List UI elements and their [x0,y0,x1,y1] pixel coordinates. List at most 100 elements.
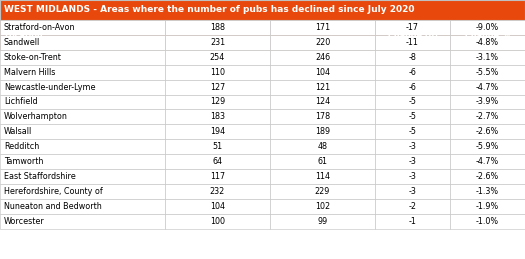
Bar [165,65,270,80]
Bar [375,95,450,109]
Bar [375,154,450,169]
Text: -9.0%: -9.0% [476,23,499,32]
Bar [375,169,450,184]
Bar [0,20,165,50]
Text: 178: 178 [315,112,330,121]
Text: 104: 104 [315,68,330,77]
Text: -4.7%: -4.7% [476,83,499,91]
Text: 64: 64 [213,157,223,166]
Bar [165,80,270,95]
Bar [450,80,525,95]
Text: Change %: Change % [465,31,510,40]
Text: 232: 232 [210,187,225,196]
Bar [375,65,450,80]
Text: 104: 104 [210,202,225,211]
Bar [450,50,525,65]
Text: Tamworth: Tamworth [4,157,44,166]
Text: -3: -3 [408,157,416,166]
Bar [165,184,270,199]
Text: 124: 124 [315,97,330,106]
Text: -1.3%: -1.3% [476,187,499,196]
Text: WEST MIDLANDS - Areas where the number of pubs has declined since July 2020: WEST MIDLANDS - Areas where the number o… [4,5,415,15]
Bar [270,35,375,50]
Text: Newcastle-under-Lyme: Newcastle-under-Lyme [4,83,96,91]
Bar [270,184,375,199]
Bar [0,199,165,214]
Text: 127: 127 [210,83,225,91]
Bar [450,154,525,169]
Bar [375,214,450,229]
Text: -8: -8 [408,53,416,62]
Text: 110: 110 [210,68,225,77]
Text: 220: 220 [315,38,330,47]
Bar [0,65,165,80]
Bar [165,199,270,214]
Text: Est number of pubs n
- July 2020: Est number of pubs n - July 2020 [169,25,266,45]
Text: 129: 129 [210,97,225,106]
Bar [0,50,165,65]
Text: 61: 61 [318,157,328,166]
Bar [0,80,165,95]
Bar [165,50,270,65]
Bar [0,20,165,35]
Bar [450,214,525,229]
Text: 100: 100 [210,217,225,226]
Text: 171: 171 [315,23,330,32]
Bar [375,35,450,50]
Bar [0,139,165,154]
Text: -3: -3 [408,172,416,181]
Text: Wolverhampton: Wolverhampton [4,112,68,121]
Text: 99: 99 [318,217,328,226]
Text: Redditch: Redditch [4,142,39,151]
Text: -1: -1 [408,217,416,226]
Text: 189: 189 [315,127,330,136]
Text: Nuneaton and Bedworth: Nuneaton and Bedworth [4,202,102,211]
Text: -3: -3 [408,187,416,196]
Bar [450,65,525,80]
Bar [165,109,270,124]
Bar [375,20,450,35]
Bar [375,139,450,154]
Text: 183: 183 [210,112,225,121]
Bar [375,184,450,199]
Text: -3.1%: -3.1% [476,53,499,62]
Text: 121: 121 [315,83,330,91]
Text: -5.5%: -5.5% [476,68,499,77]
Bar [450,169,525,184]
Text: Lichfield: Lichfield [4,97,38,106]
Bar [270,154,375,169]
Bar [270,65,375,80]
Bar [270,169,375,184]
Bar [0,184,165,199]
Bar [450,139,525,154]
Bar [450,109,525,124]
Text: -2.7%: -2.7% [476,112,499,121]
Bar [165,95,270,109]
Bar [375,109,450,124]
Text: 246: 246 [315,53,330,62]
Text: East Staffordshire: East Staffordshire [4,172,76,181]
Text: -5: -5 [408,112,416,121]
Bar [165,139,270,154]
Bar [165,20,270,35]
Text: -4.8%: -4.8% [476,38,499,47]
Bar [165,20,270,50]
Bar [270,50,375,65]
Text: Est number of pubs n
- Feb 2022: Est number of pubs n - Feb 2022 [274,25,371,45]
Bar [375,50,450,65]
Text: -2.6%: -2.6% [476,172,499,181]
Text: -5: -5 [408,97,416,106]
Bar [375,20,450,50]
Text: 229: 229 [315,187,330,196]
Text: -2.6%: -2.6% [476,127,499,136]
Text: -3.9%: -3.9% [476,97,499,106]
Bar [165,124,270,139]
Text: Malvern Hills: Malvern Hills [4,68,55,77]
Bar [375,124,450,139]
Text: 194: 194 [210,127,225,136]
Bar [0,214,165,229]
Text: 102: 102 [315,202,330,211]
Text: Worcester: Worcester [4,217,45,226]
Text: -6: -6 [408,83,416,91]
Bar [270,139,375,154]
